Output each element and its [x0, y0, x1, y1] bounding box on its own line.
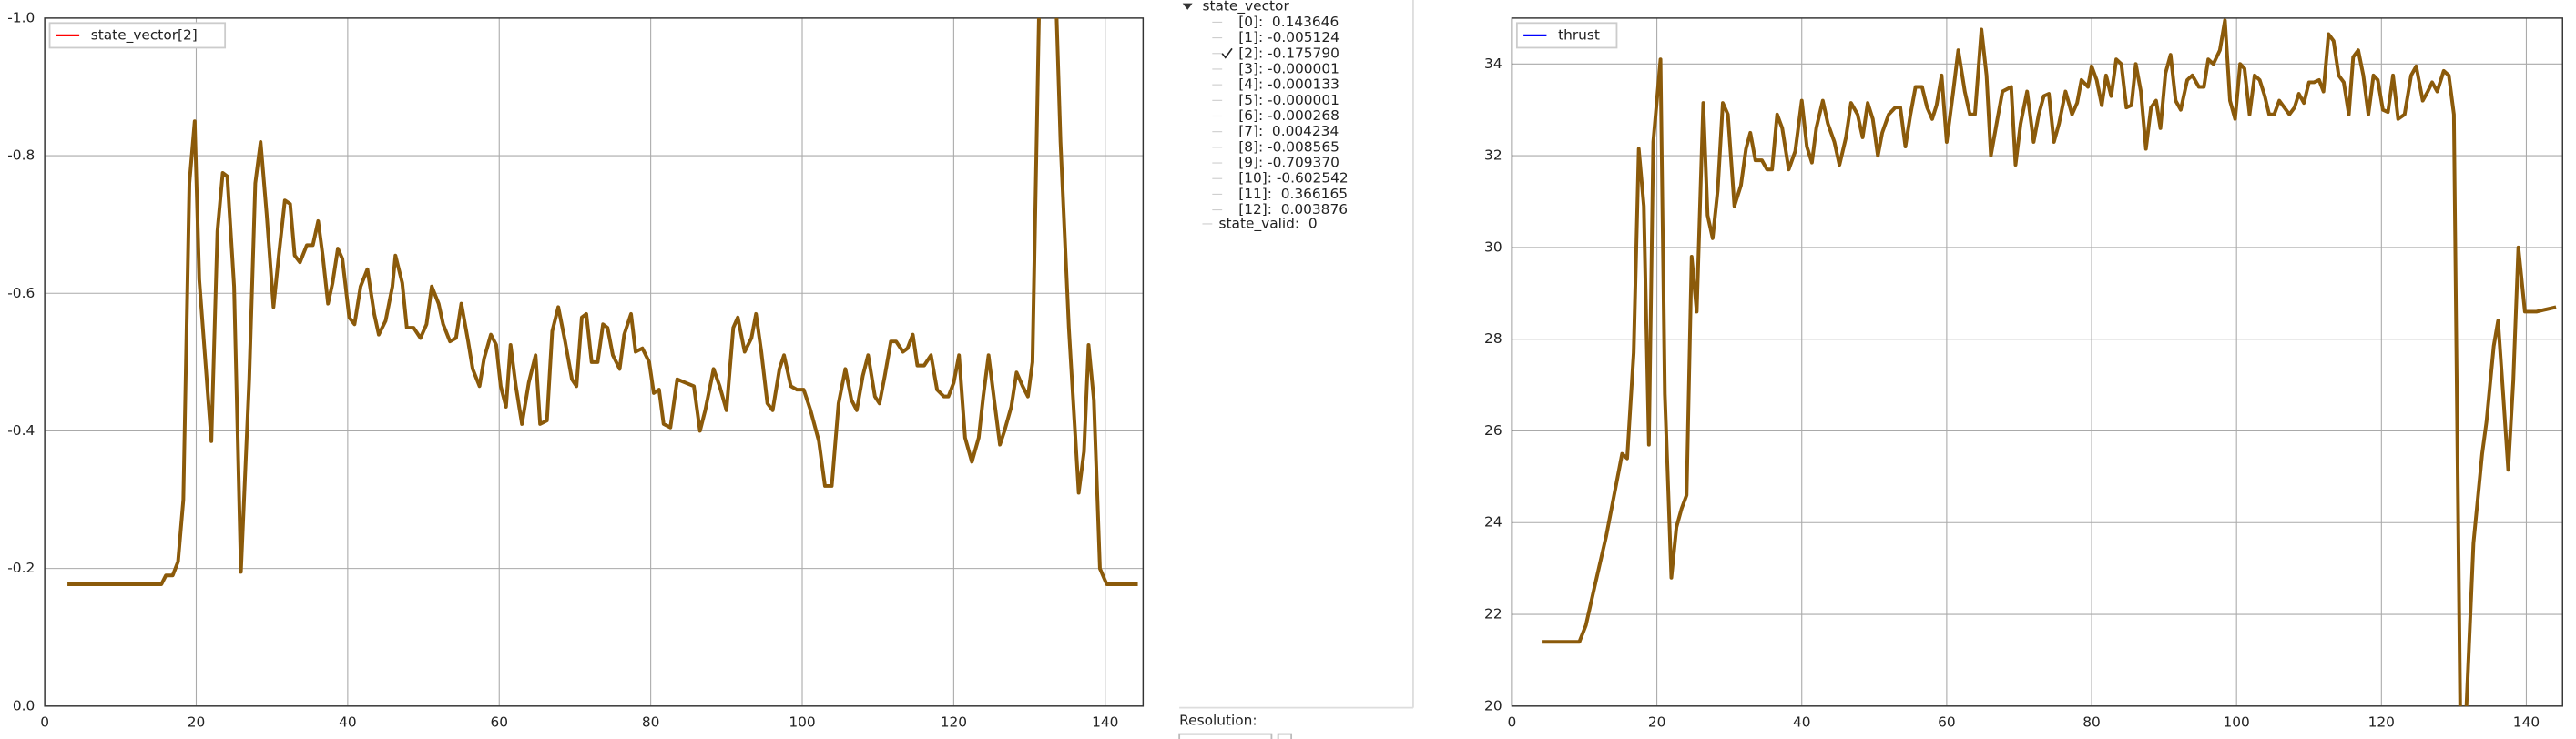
y-tick-label: 24 [1484, 514, 1502, 531]
tree-item[interactable]: [5]: -0.000001 [1238, 92, 1339, 108]
tree-item[interactable]: [10]: -0.602542 [1238, 170, 1348, 187]
x-tick-label: 120 [2368, 714, 2395, 730]
tree-item[interactable]: [3]: -0.000001 [1238, 60, 1339, 76]
x-tick-label: 140 [1092, 714, 1118, 730]
tree-item[interactable]: [7]: 0.004234 [1238, 123, 1339, 139]
plot-frame [1511, 17, 2563, 707]
y-tick-label: -0.8 [7, 147, 35, 164]
y-tick-label: 0.0 [13, 697, 35, 714]
x-tick-label: 60 [1938, 714, 1956, 730]
tree-item[interactable]: [12]: 0.003876 [1238, 201, 1348, 218]
resolution-label: Resolution: [1179, 713, 1257, 729]
tree-item[interactable]: [11]: 0.366165 [1238, 186, 1348, 202]
tree-item[interactable]: [1]: -0.005124 [1238, 29, 1339, 46]
tree-item[interactable]: [0]: 0.143646 [1238, 14, 1339, 30]
y-tick-label: 34 [1484, 56, 1502, 72]
x-tick-label: 20 [188, 714, 206, 730]
tree-item[interactable]: [2]: -0.175790 [1238, 45, 1339, 61]
tree-item: state_valid: 0 [1219, 215, 1318, 232]
expand-arrow[interactable] [1182, 3, 1193, 10]
x-tick-label: 60 [490, 714, 508, 730]
data-line [67, 17, 1138, 587]
resolution-input[interactable] [1178, 733, 1273, 739]
x-tick-label: 120 [941, 714, 967, 730]
tree-item[interactable]: [4]: -0.000133 [1238, 76, 1339, 93]
y-tick-label: 32 [1484, 147, 1502, 164]
x-tick-label: 40 [339, 714, 357, 730]
y-tick-label: -1.0 [7, 9, 35, 25]
data-line [1542, 18, 2557, 706]
y-tick-label: -0.2 [7, 560, 35, 576]
x-tick-label: 80 [642, 714, 660, 730]
resolution-button[interactable] [1277, 733, 1293, 739]
tree-item[interactable]: [9]: -0.709370 [1238, 155, 1339, 171]
tree-item[interactable]: [6]: -0.000268 [1238, 107, 1339, 124]
x-tick-label: 20 [1648, 714, 1666, 730]
y-tick-label: -0.4 [7, 422, 35, 439]
x-tick-label: 0 [1508, 714, 1517, 730]
y-tick-label: 28 [1484, 330, 1502, 347]
tree-item[interactable]: [8]: -0.008565 [1238, 138, 1339, 155]
x-tick-label: 140 [2513, 714, 2540, 730]
y-tick-label: -0.6 [7, 285, 35, 301]
x-tick-label: 100 [2224, 714, 2250, 730]
legend-label: state_vector[2] [91, 26, 198, 44]
y-tick-label: 20 [1484, 697, 1502, 714]
x-tick-label: 0 [40, 714, 49, 730]
checkmark [1221, 47, 1233, 59]
x-tick-label: 40 [1793, 714, 1811, 730]
y-tick-label: 30 [1484, 238, 1502, 255]
plot-frame [44, 17, 1145, 707]
legend-label: thrust [1558, 26, 1600, 43]
y-tick-label: 26 [1484, 422, 1502, 439]
tree-root[interactable]: state_vector [1202, 0, 1289, 15]
y-tick-label: 22 [1484, 606, 1502, 623]
x-tick-label: 100 [789, 714, 815, 730]
x-tick-label: 80 [2082, 714, 2101, 730]
